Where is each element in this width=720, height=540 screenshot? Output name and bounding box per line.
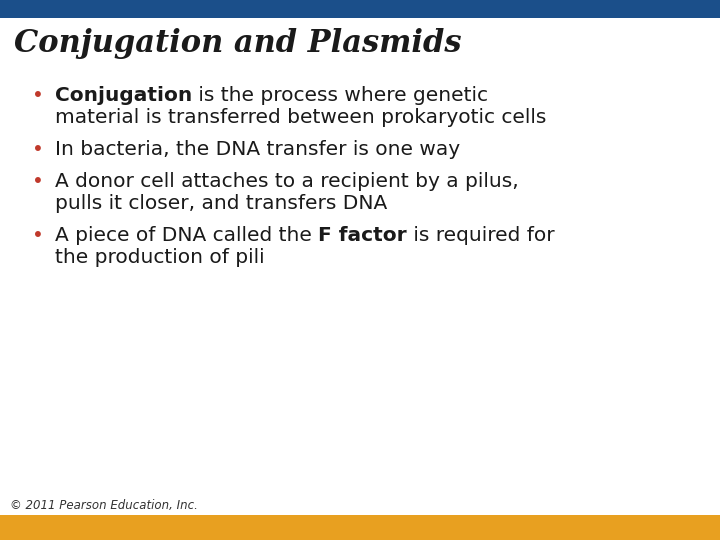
Text: A piece of DNA called the: A piece of DNA called the: [55, 226, 318, 245]
Text: A donor cell attaches to a recipient by a pilus,: A donor cell attaches to a recipient by …: [55, 172, 518, 191]
Text: material is transferred between prokaryotic cells: material is transferred between prokaryo…: [55, 108, 546, 127]
Text: •: •: [32, 226, 44, 245]
Text: is required for: is required for: [407, 226, 554, 245]
Text: •: •: [32, 172, 44, 191]
Text: the production of pili: the production of pili: [55, 248, 265, 267]
Text: In bacteria, the DNA transfer is one way: In bacteria, the DNA transfer is one way: [55, 140, 460, 159]
Text: •: •: [32, 86, 44, 105]
Text: Conjugation: Conjugation: [55, 86, 192, 105]
Text: is the process where genetic: is the process where genetic: [192, 86, 488, 105]
Text: F factor: F factor: [318, 226, 407, 245]
Text: Conjugation and Plasmids: Conjugation and Plasmids: [14, 28, 462, 59]
Text: © 2011 Pearson Education, Inc.: © 2011 Pearson Education, Inc.: [10, 500, 198, 512]
Text: •: •: [32, 140, 44, 159]
Text: pulls it closer, and transfers DNA: pulls it closer, and transfers DNA: [55, 194, 387, 213]
